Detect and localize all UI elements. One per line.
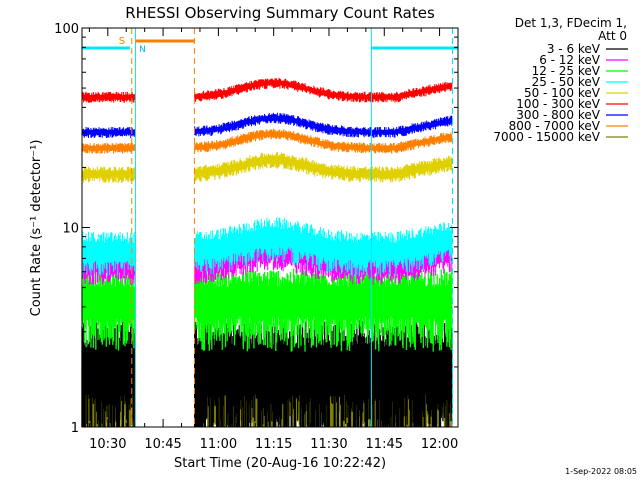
legend-entry-label: 12 - 25 keV [532, 64, 601, 78]
legend-entry-label: 7000 - 15000 keV [493, 130, 600, 144]
x-tick-label: 11:30 [310, 437, 347, 452]
legend-entry-label: 800 - 7000 keV [509, 119, 601, 133]
x-tick-label: 12:00 [421, 437, 458, 452]
x-tick-label: 11:45 [366, 437, 403, 452]
x-axis-label: Start Time (20-Aug-16 10:22:42) [174, 456, 386, 471]
legend-header-line: Det 1,3, FDecim 1, [515, 16, 627, 30]
legend-entry-label: 6 - 12 keV [539, 53, 601, 67]
x-tick-label: 11:15 [255, 437, 292, 452]
night-bar-label: N [139, 45, 146, 55]
legend-entry-label: 100 - 300 keV [516, 97, 600, 111]
y-axis: 1 10 100 [54, 22, 458, 436]
x-axis: 10:30 10:45 11:00 11:15 11:30 11:45 12:00 [88, 28, 459, 452]
legend-entry-label: 3 - 6 keV [547, 42, 601, 56]
legend-entry-label: 50 - 100 keV [524, 86, 601, 100]
y-tick-label: 1 [71, 421, 79, 436]
x-tick-label: 10:45 [144, 437, 181, 452]
footer-date: 1-Sep-2022 08:05 [565, 467, 637, 476]
markers: SN [82, 28, 458, 427]
y-tick-label: 10 [62, 222, 79, 237]
x-tick-label: 11:00 [200, 437, 237, 452]
chart-title: RHESSI Observing Summary Count Rates [125, 4, 435, 22]
y-tick-label: 100 [54, 22, 79, 37]
legend-entry-label: 300 - 800 keV [516, 108, 600, 122]
y-axis-label: Count Rate (s⁻¹ detector⁻¹) [29, 140, 44, 317]
x-tick-label: 10:30 [89, 437, 126, 452]
legend-header-line: Att 0 [598, 29, 627, 43]
legend-entry-label: 25 - 50 keV [532, 75, 601, 89]
saa-bar-label: S [119, 36, 125, 47]
plot-data [81, 77, 453, 427]
